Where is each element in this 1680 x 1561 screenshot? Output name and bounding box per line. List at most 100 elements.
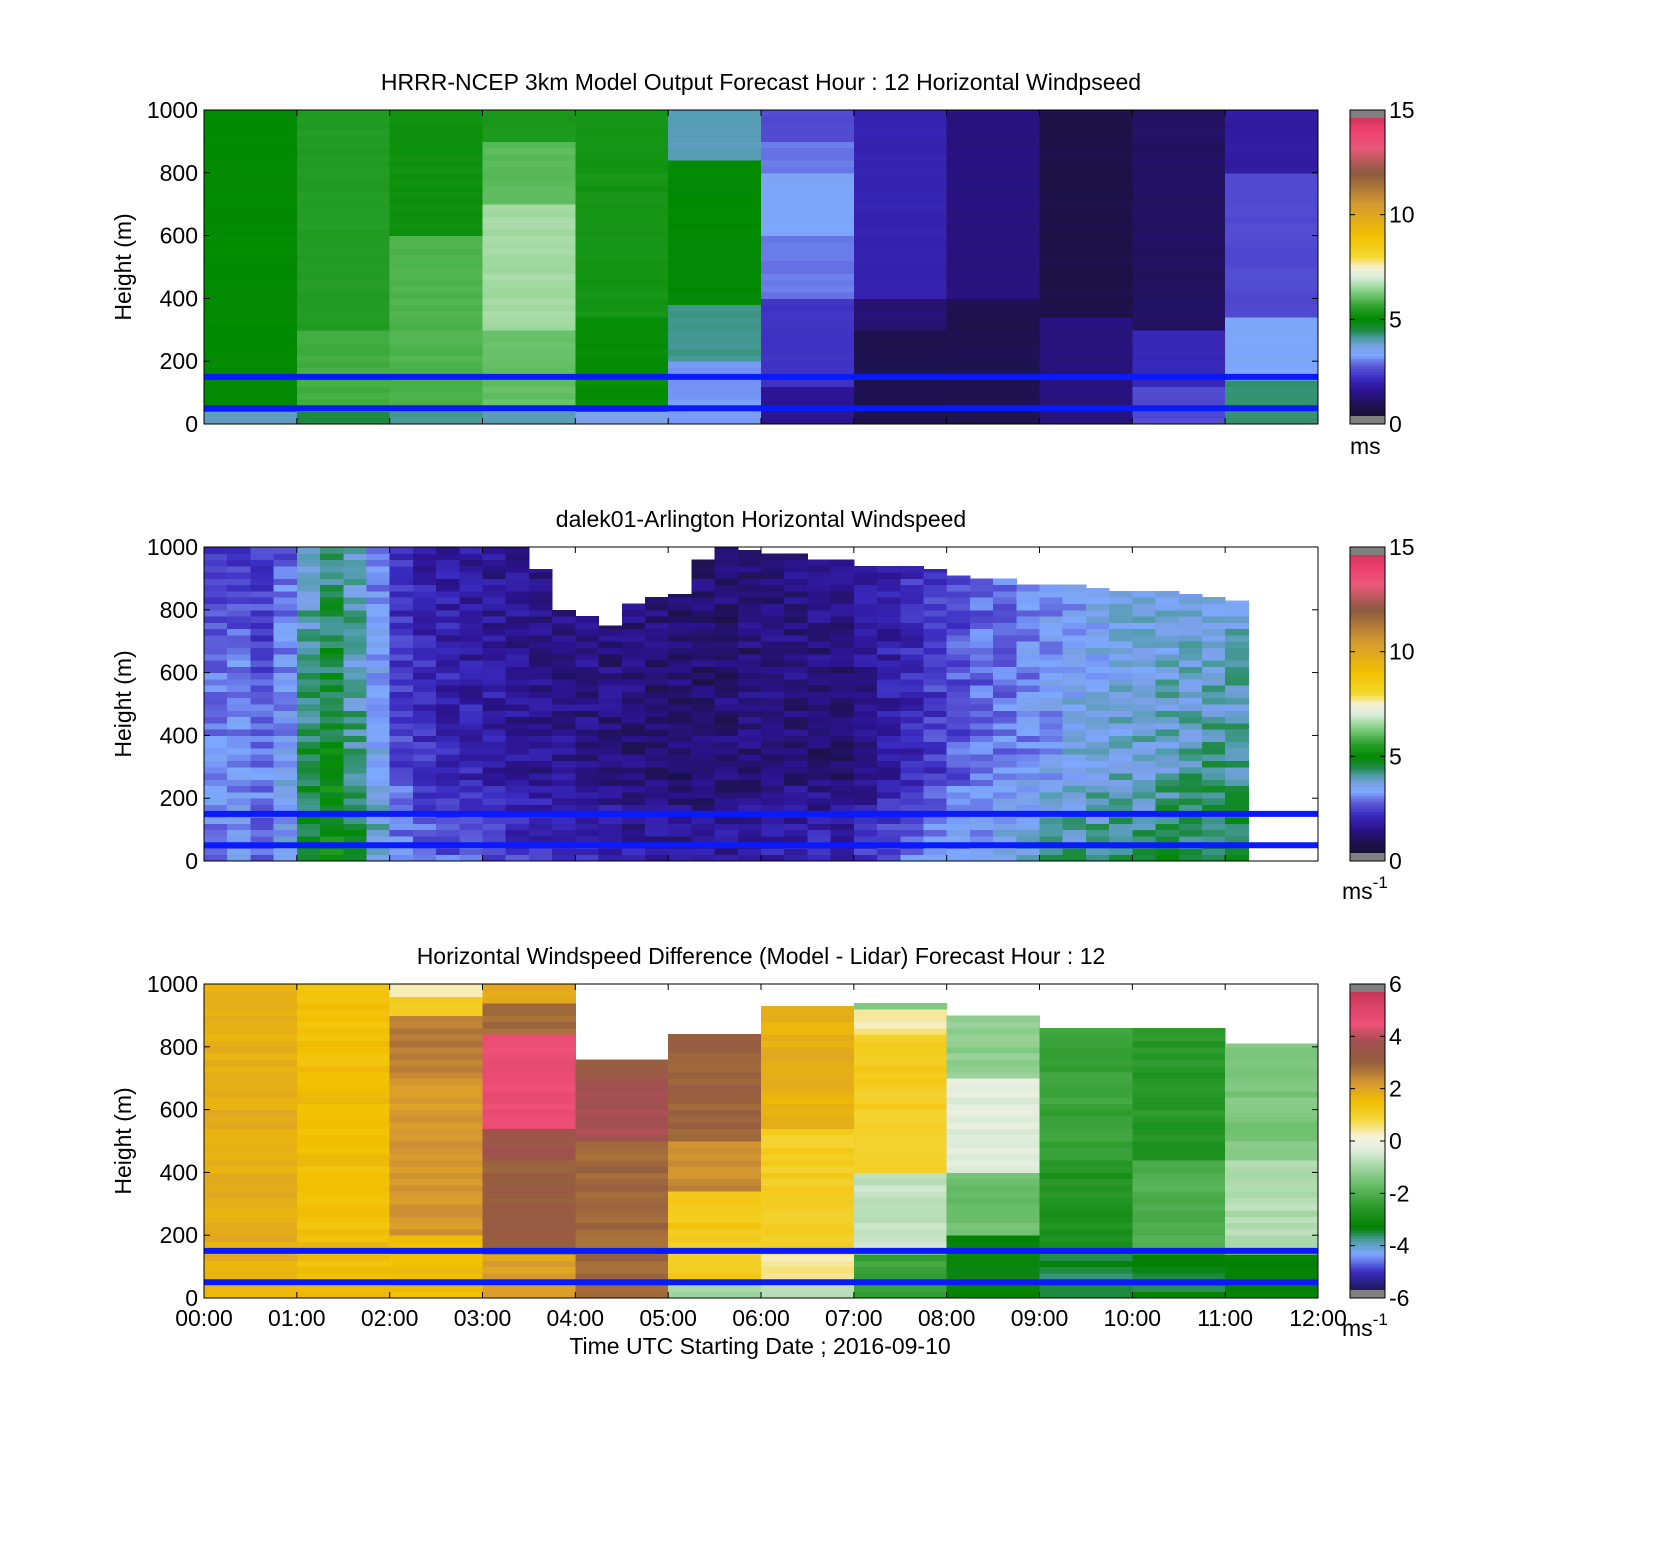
heatmap-cell [946, 616, 971, 623]
heatmap-cell [482, 135, 576, 142]
heatmap-cell [668, 1235, 762, 1242]
heatmap-cell [853, 1166, 948, 1173]
heatmap-cell [993, 766, 1017, 774]
heatmap-cell [830, 666, 855, 674]
heatmap-cell [946, 1285, 1040, 1293]
heatmap-cell [575, 160, 669, 168]
heatmap-cell [296, 565, 321, 573]
colorbar-tick-label: 0 [1389, 848, 1402, 874]
heatmap-cell [1039, 1178, 1133, 1186]
heatmap-cell [389, 854, 414, 862]
heatmap-cell [853, 216, 948, 224]
heatmap-cell [1039, 1046, 1133, 1054]
colorbar-swatch [1350, 1167, 1385, 1171]
heatmap-cell [296, 597, 321, 605]
colorbar-swatch [1350, 293, 1385, 297]
heatmap-cell [993, 817, 1017, 824]
colorbar-tick-label: -2 [1389, 1180, 1409, 1206]
heatmap-cell [343, 741, 367, 749]
heatmap-cell [853, 578, 878, 586]
heatmap-cell [436, 817, 460, 824]
heatmap-cell [296, 210, 391, 218]
heatmap-cell [575, 1197, 669, 1205]
heatmap-cell [482, 1103, 576, 1111]
heatmap-cell [877, 829, 901, 837]
heatmap-cell [482, 1191, 576, 1199]
heatmap-cell [946, 342, 1040, 350]
heatmap-cell [853, 141, 948, 149]
heatmap-cell [714, 854, 739, 862]
colorbar-swatch [1350, 183, 1385, 187]
heatmap-cell [204, 323, 298, 331]
heatmap-cell [1085, 622, 1110, 630]
heatmap-cell [459, 603, 483, 611]
colorbar-swatch [1350, 782, 1385, 786]
heatmap-cell [575, 1291, 669, 1299]
heatmap-cell [459, 785, 483, 793]
heatmap-cell [320, 616, 344, 623]
heatmap-cell [853, 1027, 948, 1035]
heatmap-cell [366, 722, 391, 730]
heatmap-cell [575, 817, 600, 824]
heatmap-cell [528, 578, 553, 586]
heatmap-cell [853, 1291, 948, 1299]
heatmap-cell [482, 141, 576, 149]
heatmap-cell [1039, 153, 1133, 161]
heatmap-cell [877, 685, 901, 692]
colorbar-swatch [1350, 1188, 1385, 1192]
heatmap-cell [1132, 1216, 1226, 1224]
heatmap-cell [668, 417, 762, 425]
heatmap-cell [273, 597, 298, 605]
heatmap-cell [296, 996, 391, 1004]
heatmap-cell [1132, 835, 1157, 843]
heatmap-cell [1225, 310, 1319, 318]
heatmap-cell [853, 697, 878, 705]
heatmap-cell [737, 647, 762, 655]
heatmap-cell [946, 1228, 1040, 1236]
heatmap-cell [1062, 779, 1087, 787]
heatmap-cell [482, 616, 507, 623]
heatmap-cell [1225, 329, 1319, 337]
heatmap-cell [1109, 653, 1133, 661]
heatmap-cell [227, 547, 251, 554]
heatmap-cell [714, 823, 739, 831]
colorbar-swatch [1350, 743, 1385, 747]
colorbar-swatch [1350, 1112, 1385, 1116]
heatmap-cell [691, 590, 716, 598]
heatmap-cell [1155, 685, 1180, 692]
heatmap-cell [436, 747, 460, 755]
heatmap-cell [784, 603, 808, 611]
heatmap-cell [204, 628, 228, 636]
heatmap-cell [946, 1103, 1040, 1111]
heatmap-cell [227, 773, 251, 780]
colorbar-swatch [1350, 1057, 1385, 1061]
heatmap-cell [296, 754, 321, 762]
colorbar-swatch [1350, 667, 1385, 671]
heatmap-cell [389, 704, 414, 711]
heatmap-cell [668, 1203, 762, 1211]
heatmap-cell [853, 348, 948, 356]
heatmap-cell [784, 691, 808, 699]
colorbar-swatch [1350, 583, 1385, 587]
heatmap-cell [366, 823, 391, 831]
heatmap-cell [1039, 411, 1133, 419]
heatmap-cell [830, 710, 855, 718]
heatmap-cell [784, 622, 808, 630]
heatmap-cell [877, 735, 901, 743]
heatmap-cell [1039, 754, 1064, 762]
heatmap-cell [343, 804, 367, 812]
heatmap-cell [1132, 1109, 1226, 1117]
heatmap-cell [552, 766, 576, 774]
heatmap-cell [1155, 760, 1180, 768]
heatmap-cell [1178, 647, 1203, 655]
heatmap-cell [296, 1002, 391, 1010]
heatmap-cell [668, 386, 762, 394]
heatmap-cell [853, 260, 948, 268]
heatmap-cell [900, 616, 924, 623]
heatmap-cell [552, 716, 576, 724]
heatmap-cell [1132, 1147, 1226, 1155]
heatmap-cell [575, 628, 600, 636]
heatmap-cell [830, 590, 855, 598]
colorbar-swatch [1350, 1114, 1385, 1118]
